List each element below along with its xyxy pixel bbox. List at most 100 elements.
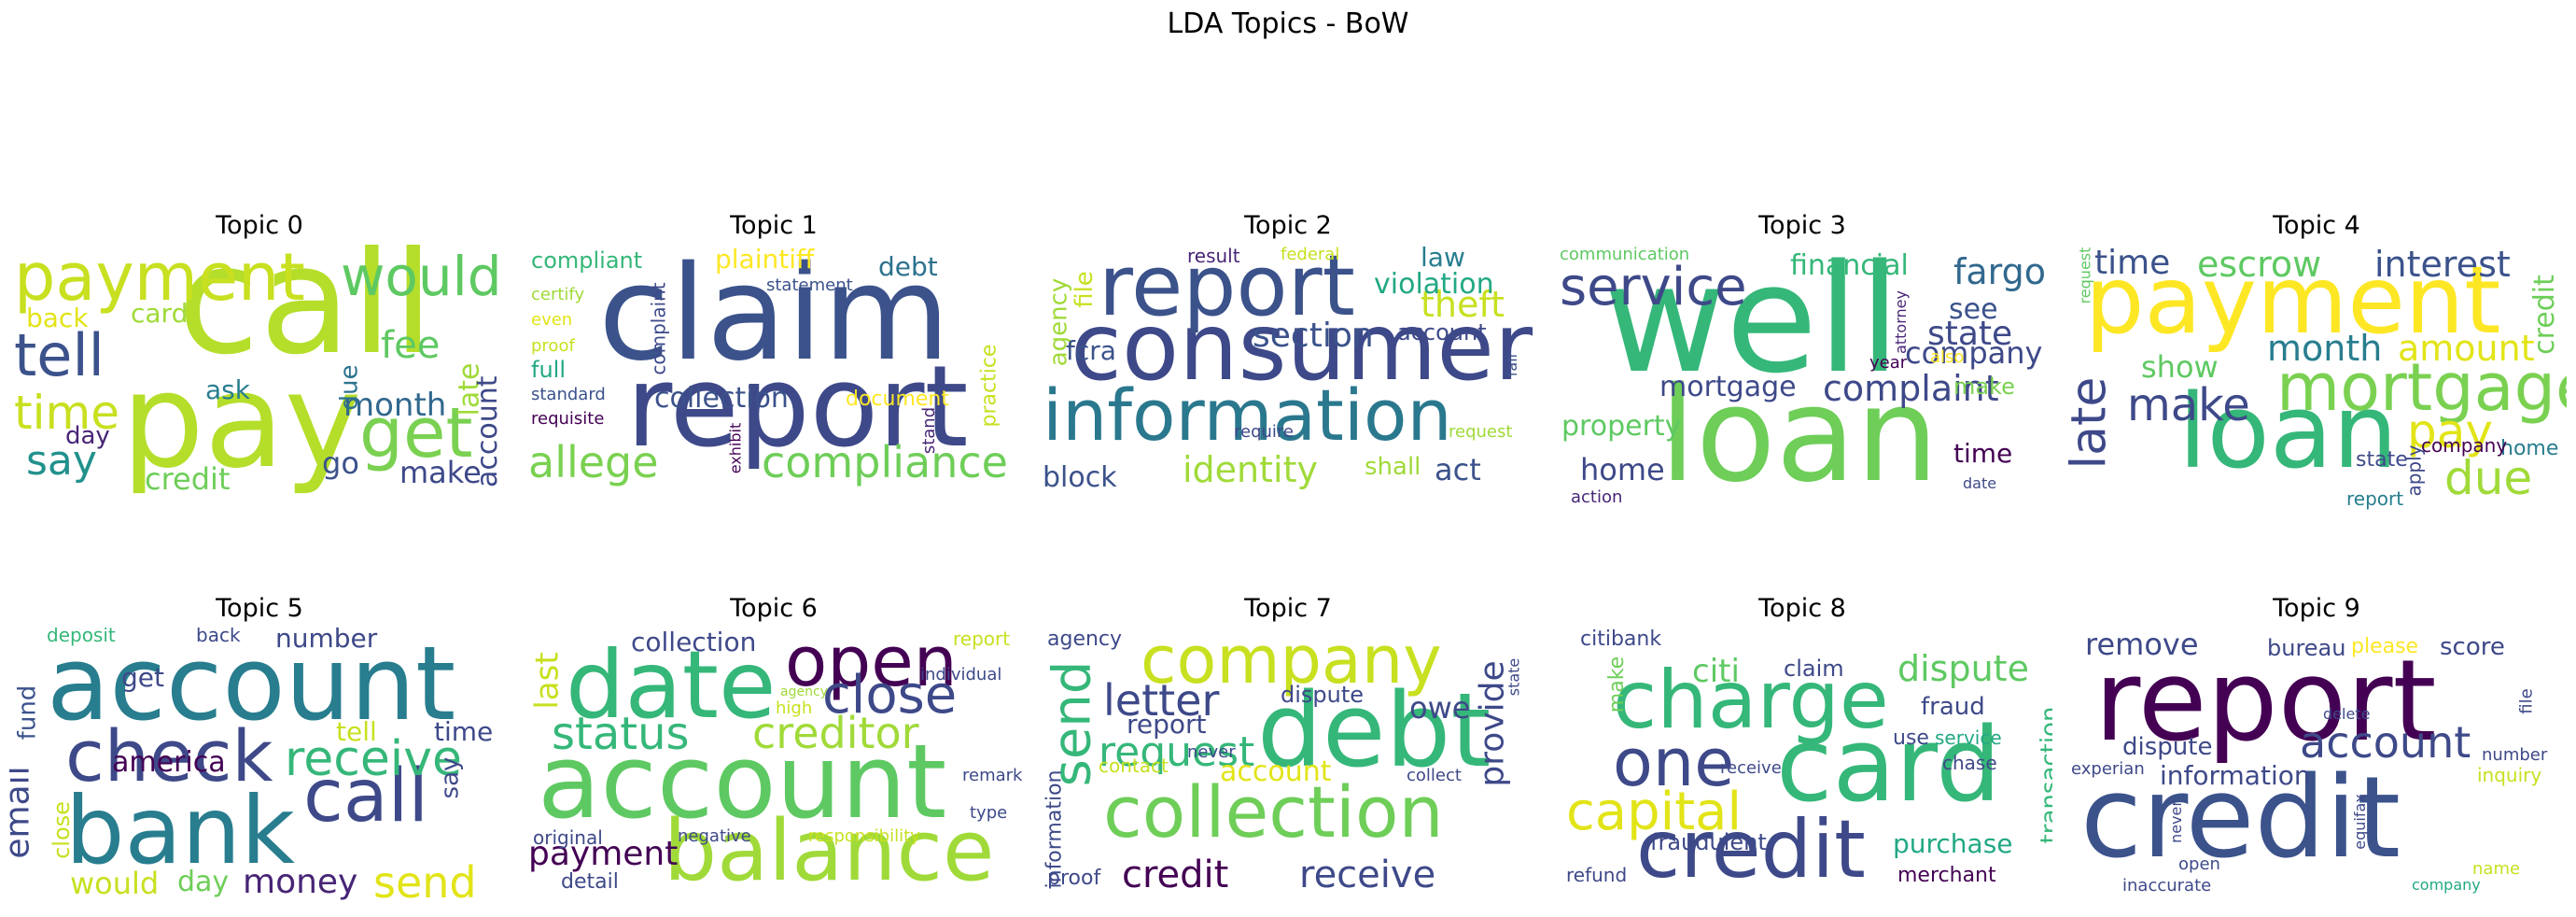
cloud-word: score — [2440, 633, 2505, 661]
cloud-word: equifax — [2350, 794, 2369, 850]
cloud-word: remove — [2085, 628, 2199, 662]
cloud-word: also — [1930, 347, 1965, 367]
cloud-word: report — [953, 628, 1011, 650]
cloud-word: company — [1905, 335, 2043, 371]
cloud-word: full — [531, 357, 566, 383]
cloud-word: credit — [2080, 754, 2401, 883]
cloud-word: well — [1603, 245, 1901, 406]
cloud-word: time — [14, 386, 119, 440]
cloud-word: law — [1421, 245, 1465, 273]
cloud-word: refund — [1566, 864, 1628, 886]
cloud-word: mortgage — [2276, 349, 2567, 426]
cloud-word: report — [1099, 245, 1355, 335]
cloud-word: detail — [561, 870, 619, 894]
cloud-word: debt — [1257, 670, 1491, 790]
cloud-word: delete — [2323, 705, 2371, 723]
cloud-word: account — [2300, 717, 2471, 768]
cloud-word: information — [1043, 374, 1452, 457]
cloud-word: state — [1927, 315, 2013, 353]
cloud-word: owe — [1409, 690, 1471, 726]
cloud-word: inaccurate — [2122, 876, 2212, 896]
cloud-word: section — [1253, 317, 1374, 355]
cloud-word: remark — [962, 766, 1023, 785]
cloud-word: loan — [2178, 372, 2398, 491]
cloud-word: claim — [1784, 656, 1844, 682]
topic-title: Topic 5 — [216, 594, 303, 623]
cloud-word: experian — [2071, 759, 2145, 779]
topic-panel-5: Topic 5 account bank check call receive … — [9, 594, 510, 908]
cloud-word: go — [322, 445, 359, 481]
cloud-word: account — [1397, 319, 1487, 346]
cloud-word: dispute — [1281, 682, 1365, 708]
cloud-word: escrow — [2197, 245, 2322, 285]
cloud-word: collect — [1407, 766, 1462, 785]
cloud-word: citi — [1692, 653, 1740, 690]
word-cloud: payment loan mortgage late make escrow i… — [2066, 245, 2567, 525]
cloud-word: never — [2166, 800, 2185, 843]
cloud-word: requisite — [531, 409, 605, 429]
cloud-word: report — [2346, 487, 2404, 510]
cloud-word: plaintiff — [715, 245, 815, 275]
cloud-word: fraudulent — [1650, 829, 1767, 855]
cloud-word: make — [399, 455, 482, 490]
word-cloud: card credit charge one capital dispute c… — [1552, 628, 2052, 908]
cloud-word: company — [2421, 434, 2508, 457]
cloud-word: fraud — [1921, 693, 1985, 721]
topic-title: Topic 7 — [1244, 594, 1332, 623]
cloud-word: letter — [1103, 675, 1220, 726]
topic-panel-7: Topic 7 debt collection company send let… — [1038, 594, 1538, 908]
cloud-word: debt — [878, 251, 938, 282]
cloud-word: claim — [598, 245, 950, 390]
cloud-word: would — [70, 866, 160, 901]
cloud-word: action — [1571, 487, 1623, 507]
cloud-word: information — [2160, 760, 2311, 791]
cloud-word: would — [341, 245, 502, 308]
cloud-word: high — [776, 698, 813, 718]
cloud-word: credit — [1122, 854, 1229, 896]
cloud-word: collection — [654, 382, 789, 415]
cloud-word: agency — [1047, 628, 1123, 651]
cloud-word: service — [1935, 727, 2002, 749]
cloud-word: federal — [1281, 245, 1340, 264]
word-cloud: debt collection company send letter requ… — [1038, 628, 1538, 908]
cloud-word: late — [2066, 376, 2118, 470]
cloud-word: dispute — [1897, 648, 2029, 689]
cloud-word: original — [533, 826, 603, 849]
cloud-word: bureau — [2267, 635, 2346, 661]
cloud-word: bank — [65, 776, 296, 885]
cloud-word: document — [846, 388, 949, 411]
topic-panel-6: Topic 6 account date balance open close … — [524, 594, 1024, 908]
cloud-word: report — [626, 343, 969, 473]
cloud-word: number — [275, 628, 378, 654]
cloud-word: exhibit — [726, 422, 745, 474]
cloud-word: back — [26, 303, 89, 333]
cloud-word: make — [1953, 374, 2015, 400]
cloud-word: apply — [2402, 444, 2426, 497]
cloud-word: show — [2141, 349, 2219, 385]
cloud-word: allege — [528, 437, 659, 487]
cloud-word: individual — [920, 665, 1002, 684]
cloud-word: request — [2076, 247, 2094, 304]
cloud-word: negative — [678, 826, 751, 846]
cloud-word: file — [1070, 271, 1099, 308]
topic-title: Topic 4 — [2273, 211, 2360, 240]
cloud-word: payment — [2085, 246, 2501, 355]
cloud-word: open — [2178, 854, 2220, 874]
cloud-word: time — [2094, 245, 2171, 282]
cloud-word: call — [177, 245, 434, 388]
cloud-word: property — [1561, 410, 1682, 443]
topic-panel-8: Topic 8 card credit charge one capital d… — [1552, 594, 2052, 908]
word-cloud: account date balance open close status c… — [524, 628, 1024, 908]
cloud-word: inquiry — [2477, 764, 2542, 786]
cloud-word: fargo — [1953, 251, 2046, 292]
cloud-word: request — [1099, 728, 1255, 776]
cloud-word: certify — [531, 285, 585, 304]
cloud-word: back — [196, 628, 241, 646]
cloud-word: check — [65, 714, 273, 797]
cloud-word: receive — [1299, 854, 1436, 896]
cloud-word: identity — [1183, 449, 1318, 490]
word-cloud: claim report allege compliance compliant… — [524, 245, 1024, 525]
cloud-word: violation — [1374, 268, 1494, 301]
cloud-word: day — [177, 866, 230, 898]
word-cloud: credit report account remove bureau plea… — [2066, 628, 2567, 908]
